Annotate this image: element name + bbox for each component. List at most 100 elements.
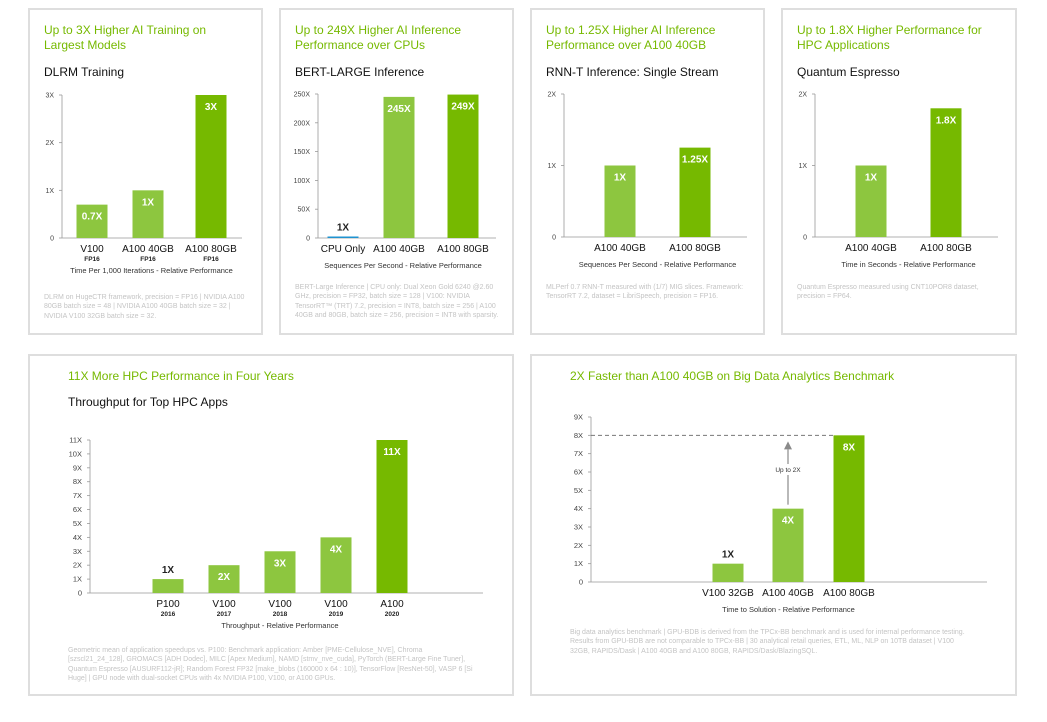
x-axis-label: Throughput - Relative Performance: [221, 621, 338, 630]
bar-value-label: 2X: [218, 572, 231, 583]
y-tick-label: 1X: [547, 163, 556, 170]
footnote: BERT-Large Inference | CPU only: Dual Xe…: [295, 284, 499, 320]
x-axis-label: Time Per 1,000 Iterations - Relative Per…: [70, 266, 233, 275]
y-tick-label: 50X: [298, 207, 311, 214]
x-category-label: V100 32GB: [702, 588, 754, 599]
y-tick-label: 2X: [45, 140, 54, 147]
chart-title: BERT-LARGE Inference: [295, 65, 425, 79]
bar: [712, 563, 744, 582]
panel-quantum-espresso: Up to 1.8X Higher Performance for HPC Ap…: [781, 8, 1017, 335]
y-tick-label: 9X: [73, 463, 82, 472]
y-tick-label: 7X: [73, 491, 82, 500]
annotation-arrow-head: [784, 441, 792, 450]
x-category-sublabel: FP16: [84, 256, 100, 263]
bar: [833, 435, 865, 582]
x-axis-label: Time to Solution - Relative Performance: [722, 605, 855, 614]
footnote: DLRM on HugeCTR framework, precision = F…: [44, 294, 245, 320]
x-category-sublabel: FP16: [203, 256, 219, 263]
bar: [383, 96, 415, 238]
x-category-label: A100 80GB: [920, 243, 972, 254]
footnote: Big data analytics benchmark | GPU-BDB i…: [570, 629, 965, 655]
x-axis-label: Sequences Per Second - Relative Performa…: [579, 260, 737, 269]
y-tick-label: 1X: [73, 575, 82, 584]
y-tick-label: 2X: [574, 541, 583, 550]
x-category-label: V100: [212, 599, 236, 610]
bar-value-label: 1X: [865, 173, 878, 184]
bar-value-label: 1X: [142, 197, 155, 208]
bar: [264, 551, 296, 593]
y-tick-label: 0: [803, 235, 807, 242]
bar: [132, 190, 164, 238]
y-tick-label: 150X: [294, 149, 311, 156]
y-tick-label: 3X: [73, 547, 82, 556]
y-tick-label: 1X: [798, 163, 807, 170]
y-tick-label: 5X: [574, 486, 583, 495]
panel-headline: 2X Faster than A100 40GB on Big Data Ana…: [570, 369, 895, 383]
bar: [855, 165, 887, 237]
footnote: Quantum Espresso measured using CNT10POR…: [797, 284, 979, 301]
x-category-sublabel: 2017: [217, 611, 232, 618]
y-tick-label: 2X: [73, 561, 82, 570]
bar-value-label: 11X: [383, 447, 401, 458]
bar-value-label: 1X: [337, 223, 350, 234]
bar: [76, 204, 108, 238]
bar: [604, 165, 636, 237]
panel-dlrm: Up to 3X Higher AI Training on Largest M…: [28, 8, 263, 335]
chart-title: Throughput for Top HPC Apps: [68, 395, 228, 409]
bar-value-label: 1.25X: [682, 155, 708, 166]
y-tick-label: 8X: [574, 431, 583, 440]
bar: [447, 94, 479, 239]
y-tick-label: 250X: [294, 92, 311, 99]
x-category-label: A100 40GB: [122, 244, 174, 255]
bar-value-label: 8X: [843, 442, 856, 453]
y-tick-label: 3X: [45, 93, 54, 100]
x-category-sublabel: FP16: [140, 256, 156, 263]
x-category-label: A100 80GB: [437, 244, 489, 255]
y-tick-label: 200X: [294, 120, 311, 127]
bar-value-label: 1.8X: [936, 115, 957, 126]
bar-value-label: 3X: [274, 558, 287, 569]
chart-title: RNN-T Inference: Single Stream: [546, 65, 719, 79]
x-category-sublabel: 2020: [385, 611, 400, 618]
y-tick-label: 3X: [574, 523, 583, 532]
panel-headline: Up to 3X Higher AI Training on Largest M…: [44, 23, 207, 52]
bar: [376, 440, 408, 593]
x-category-label: A100 40GB: [845, 243, 897, 254]
y-tick-label: 11X: [69, 436, 82, 445]
x-axis-label: Time in Seconds - Relative Performance: [841, 260, 975, 269]
x-category-sublabel: 2018: [273, 611, 288, 618]
x-category-label: A100 40GB: [373, 244, 425, 255]
x-category-label: V100: [80, 244, 104, 255]
y-tick-label: 5X: [73, 519, 82, 528]
panel-hpc-throughput: 11X More HPC Performance in Four Years T…: [28, 354, 514, 696]
y-tick-label: 4X: [574, 504, 583, 513]
panel-headline: 11X More HPC Performance in Four Years: [68, 369, 294, 383]
y-tick-label: 2X: [547, 92, 556, 99]
x-category-label: CPU Only: [321, 244, 365, 255]
bar-value-label: 4X: [330, 544, 343, 555]
y-tick-label: 7X: [574, 449, 583, 458]
panel-headline: Up to 249X Higher AI Inference Performan…: [295, 23, 462, 52]
chart-title: DLRM Training: [44, 65, 125, 79]
y-tick-label: 6X: [73, 505, 82, 514]
bar: [152, 579, 184, 593]
x-category-sublabel: 2019: [329, 611, 344, 618]
bar-value-label: 245X: [387, 104, 411, 115]
y-tick-label: 2X: [798, 92, 807, 99]
x-category-label: A100 80GB: [823, 588, 875, 599]
panel-bert: Up to 249X Higher AI Inference Performan…: [279, 8, 514, 335]
y-tick-label: 4X: [73, 533, 82, 542]
panel-big-data-analytics: 2X Faster than A100 40GB on Big Data Ana…: [530, 354, 1017, 696]
x-category-label: A100 40GB: [594, 243, 646, 254]
x-category-label: P100: [156, 599, 180, 610]
y-tick-label: 0: [552, 235, 556, 242]
y-tick-label: 9X: [574, 413, 583, 422]
x-category-label: A100: [380, 599, 404, 610]
bar-value-label: 0.7X: [82, 212, 103, 223]
y-tick-label: 0: [78, 589, 82, 598]
bar-value-label: 4X: [782, 516, 795, 527]
y-tick-label: 6X: [574, 468, 583, 477]
bar: [320, 537, 352, 593]
x-category-sublabel: 2016: [161, 611, 176, 618]
bar-chart: 0 1X 2X 1X A100 40GB 1.25X A100 80GB Sequences …: [547, 92, 747, 269]
